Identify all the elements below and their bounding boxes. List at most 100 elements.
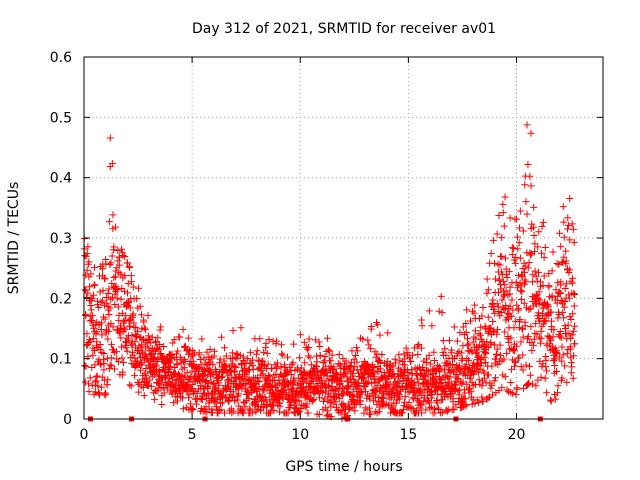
data-point	[134, 328, 142, 336]
data-point	[453, 337, 461, 345]
data-point	[153, 362, 161, 370]
data-point	[506, 290, 514, 298]
data-point	[561, 285, 569, 293]
data-point	[493, 351, 501, 359]
data-point	[111, 365, 119, 373]
data-point	[479, 304, 487, 312]
data-point	[462, 328, 470, 336]
data-point	[463, 335, 471, 343]
data-point	[571, 340, 579, 348]
data-point	[500, 355, 508, 363]
data-point	[528, 380, 536, 388]
data-point	[476, 355, 484, 363]
data-point	[176, 333, 184, 341]
data-point	[528, 347, 536, 355]
data-point	[472, 335, 480, 343]
data-point	[128, 331, 136, 339]
data-point	[236, 351, 244, 359]
data-point	[431, 377, 439, 385]
data-point	[180, 373, 188, 381]
data-point	[209, 361, 217, 369]
data-point	[124, 289, 132, 297]
data-point	[100, 376, 108, 384]
data-point	[132, 324, 140, 332]
data-point	[277, 341, 285, 349]
data-point	[100, 349, 108, 357]
data-point	[508, 251, 516, 259]
data-point	[402, 344, 410, 352]
data-point	[430, 348, 438, 356]
data-point	[392, 359, 400, 367]
data-point	[129, 310, 137, 318]
data-point	[157, 323, 165, 331]
data-point	[549, 333, 557, 341]
data-point	[432, 387, 440, 395]
data-point	[376, 365, 384, 373]
data-point	[516, 254, 524, 262]
data-point	[255, 378, 263, 386]
data-point	[96, 288, 104, 296]
data-point	[118, 354, 126, 362]
data-point	[201, 366, 209, 374]
data-point	[535, 288, 543, 296]
data-point	[145, 376, 153, 384]
data-point	[463, 341, 471, 349]
data-point	[88, 312, 96, 320]
data-point	[390, 374, 398, 382]
data-point	[233, 350, 241, 358]
data-point	[120, 287, 128, 295]
data-point	[248, 409, 256, 417]
data-point	[558, 343, 566, 351]
data-point	[539, 218, 547, 226]
data-point	[84, 243, 92, 251]
data-point	[522, 278, 530, 286]
data-point	[513, 233, 521, 241]
data-point	[135, 388, 143, 396]
data-point	[501, 193, 509, 201]
data-point	[367, 322, 375, 330]
data-point	[353, 383, 361, 391]
data-point	[504, 335, 512, 343]
data-point	[283, 368, 291, 376]
data-point	[543, 389, 551, 397]
data-point	[179, 325, 187, 333]
data-point	[539, 282, 547, 290]
data-point	[548, 292, 556, 300]
data-point	[501, 281, 509, 289]
data-point	[524, 161, 532, 169]
data-point	[537, 339, 545, 347]
data-point	[316, 394, 324, 402]
data-point	[569, 274, 577, 282]
data-point	[118, 248, 126, 256]
data-point	[203, 392, 211, 400]
data-point	[102, 390, 110, 398]
data-point	[310, 396, 318, 404]
data-point	[106, 260, 114, 268]
data-point	[523, 210, 531, 218]
data-point	[449, 361, 457, 369]
data-point	[284, 409, 292, 417]
data-point	[252, 388, 260, 396]
data-point	[570, 290, 578, 298]
data-point	[90, 324, 98, 332]
data-point	[136, 302, 144, 310]
data-point	[120, 324, 128, 332]
data-point	[91, 378, 99, 386]
data-point	[459, 323, 467, 331]
data-point	[491, 374, 499, 382]
data-point	[401, 355, 409, 363]
data-point	[522, 361, 530, 369]
data-point	[220, 344, 228, 352]
data-point	[262, 339, 270, 347]
data-point	[101, 315, 109, 323]
data-point	[487, 249, 495, 257]
data-point	[328, 366, 336, 374]
data-point	[418, 316, 426, 324]
data-point	[528, 278, 536, 286]
data-point	[517, 296, 525, 304]
data-point	[515, 224, 523, 232]
data-point	[334, 371, 342, 379]
data-point	[160, 342, 168, 350]
data-point	[237, 324, 245, 332]
